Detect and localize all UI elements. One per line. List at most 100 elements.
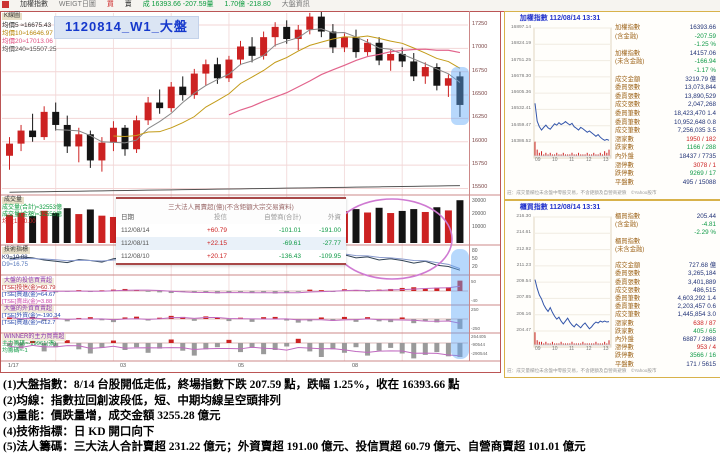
toolbar-last-price: 成 16393.66 -207.59量: [142, 1, 214, 8]
stat-label: 平盤數: [615, 178, 634, 186]
net-buy-bar: [445, 287, 451, 291]
mini-y-label: 16459.47: [510, 122, 531, 128]
stat-value: 18,423,470 1.4: [673, 110, 716, 117]
stat-label: 跌家數: [615, 144, 634, 152]
table-value-cell: +20.17: [206, 253, 227, 260]
mini-y-label: 207.85: [516, 295, 531, 301]
stat-label: 成交筆數: [615, 311, 641, 319]
net-buy-bar: [249, 291, 255, 294]
sub-panel-label: 主力籌碼≈-19961(張): [2, 341, 57, 347]
net-buy-bar: [99, 343, 105, 348]
ma-label: 均價5 ≈16675.43: [2, 22, 52, 29]
stat-value: 3219.79 億: [685, 75, 716, 83]
sub-panel-title: 大盤的外資買賣超: [2, 306, 55, 313]
table-value-cell: -101.01: [278, 227, 301, 234]
net-buy-bar: [445, 343, 451, 357]
kd-axis-tick: 80: [472, 248, 478, 254]
sub-panel-label: [TSE]投信(金)≈60.79: [2, 285, 56, 291]
stat-value: 3,401,889: [687, 278, 716, 286]
mini-y-label: 16824.19: [510, 41, 531, 47]
net-buy-bar: [226, 291, 232, 293]
taiex-intraday-chart: [533, 27, 612, 159]
ma240-line: [9, 185, 460, 193]
stat-label: 櫃買指數: [615, 237, 641, 245]
mini-y-label: 16605.36: [510, 90, 531, 96]
net-buy-bar: [376, 319, 382, 322]
stat-label: 委賣張數: [615, 92, 641, 100]
sub-axis-tick: -40: [471, 298, 478, 303]
mini-y-label: 16751.25: [510, 57, 531, 63]
stat-label: 成交張數: [615, 286, 641, 294]
net-buy-bar: [318, 290, 324, 291]
net-buy-bar: [330, 319, 336, 321]
weekly-chart-svg[interactable]: [0, 11, 502, 374]
net-buy-bar: [318, 343, 324, 357]
table-date-cell: 112/08/11: [121, 240, 149, 247]
daily-summary: (1)大盤指數：8/14 台股開低走低，終場指數下跌 207.59 點，跌幅 1…: [3, 379, 717, 457]
volume-bar: [109, 216, 117, 243]
stat-label: 漲家數: [615, 319, 634, 327]
sub-panel-label: 均籌碼≈-1: [2, 347, 28, 354]
y-axis-tick: 16500: [472, 91, 488, 98]
table-header: 日期 投信 自營商(合計) 外資: [116, 212, 346, 224]
net-buy-bar: [191, 319, 197, 321]
sub-panel-label: [TSE]賣出(金)≈3.88: [2, 298, 53, 305]
mini-x-label: 09: [535, 346, 541, 352]
stat-label: 漲停數: [615, 161, 634, 169]
panel-note: 註：成交量欄位未含盤中零股交易，不含鉅額及自營商避險 ©Yahoo股市: [507, 190, 657, 195]
toolbar-mode[interactable]: WEIGT日圖: [58, 1, 96, 8]
kd-axis-tick: 50: [472, 256, 478, 262]
volume-bar: [375, 207, 383, 243]
net-buy-bar: [284, 319, 290, 321]
toolbar-symbol[interactable]: 加權指數: [19, 1, 48, 8]
y-axis-tick: 15750: [472, 161, 488, 168]
table-value-cell: -69.61: [282, 240, 301, 247]
sub-axis-tick: -250: [471, 326, 481, 331]
stat-value: 2,047,268: [687, 101, 716, 109]
table-row: 112/08/14 +60.79 -101.01 -191.00: [116, 224, 346, 237]
stat-value: 953 / 4: [696, 344, 716, 352]
net-buy-bar: [64, 319, 70, 322]
mini-x-label: 09: [535, 157, 541, 163]
chart-panel[interactable]: 17250 17000 16750 16500 16250 16000 15750 15500…: [0, 11, 502, 375]
x-axis-tick: 03: [120, 363, 127, 369]
net-buy-bar: [318, 317, 324, 319]
stat-value: 1166 / 288: [686, 144, 716, 152]
table-value-cell: -27.77: [322, 240, 341, 247]
sub-axis-tick: 264405: [471, 334, 487, 339]
volume-bar: [387, 213, 395, 243]
volume-bar: [352, 209, 360, 243]
sub-axis-tick: -90544: [471, 342, 486, 347]
net-buy-bar: [457, 280, 463, 291]
net-buy-bar: [272, 343, 278, 350]
net-buy-bar: [434, 343, 440, 353]
table-value-cell: -191.00: [318, 227, 341, 234]
net-buy-bar: [457, 319, 463, 329]
stat-value: 10,952,648 0.8: [673, 118, 716, 126]
mini-y-label: 216.30: [516, 214, 531, 219]
table-value-cell: +60.79: [206, 227, 227, 234]
stat-value: -166.94: [694, 58, 716, 66]
summary-line-2: (2)均線：指數拉回創波段低，短、中期均線呈空頭排列: [3, 394, 281, 407]
y-axis-tick: 16000: [472, 137, 488, 144]
volume-axis-tick: 30000: [472, 198, 486, 204]
otc-intraday-chart: [533, 216, 612, 348]
net-buy-bar: [180, 343, 186, 351]
stat-value: 3566 / 16: [689, 352, 716, 360]
toolbar-change: 1.70億 -218.80: [224, 1, 271, 8]
net-buy-bar: [226, 339, 232, 343]
panel-note: 註：成交量欄位未含盤中零股交易，不含鉅額及自營商避險 ©Yahoo股市: [507, 368, 657, 373]
toolbar-buy-label[interactable]: 買: [106, 1, 114, 8]
sub-panel-title: WINNER的主力買賣超: [2, 334, 67, 341]
net-buy-bar: [157, 317, 163, 319]
net-buy-bar: [341, 316, 347, 319]
sidebar-otc-title: 櫃買指數 112/08/14 13:31: [519, 204, 601, 211]
net-buy-bar: [388, 343, 394, 348]
stat-value: 14157.06: [689, 49, 716, 57]
toolbar-sell-label[interactable]: 賣: [124, 1, 132, 8]
net-buy-bar: [353, 343, 359, 348]
mini-y-label: 206.16: [516, 311, 531, 317]
y-axis-tick: 17000: [472, 44, 488, 51]
y-axis-tick: 16250: [472, 114, 488, 121]
net-buy-bar: [238, 291, 243, 293]
